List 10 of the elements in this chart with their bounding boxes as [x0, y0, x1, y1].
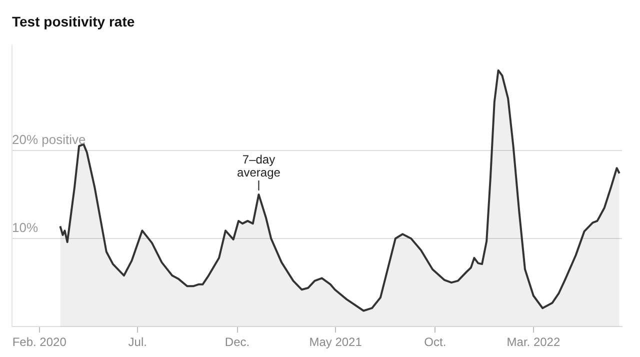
- y-tick-label: 10%: [12, 220, 38, 236]
- y-tick-label: 20% positive: [12, 132, 86, 148]
- annotation: 7–day average: [237, 152, 281, 180]
- x-tick-label: Dec.: [224, 335, 250, 350]
- x-tick-label: May 2021: [309, 335, 362, 350]
- x-tick-label: Oct.: [424, 335, 446, 350]
- x-tick-label: Jul.: [128, 335, 147, 350]
- chart-title: Test positivity rate: [12, 13, 135, 30]
- x-tick-label: Mar. 2022: [506, 335, 560, 350]
- x-tick-label: Feb. 2020: [12, 335, 67, 350]
